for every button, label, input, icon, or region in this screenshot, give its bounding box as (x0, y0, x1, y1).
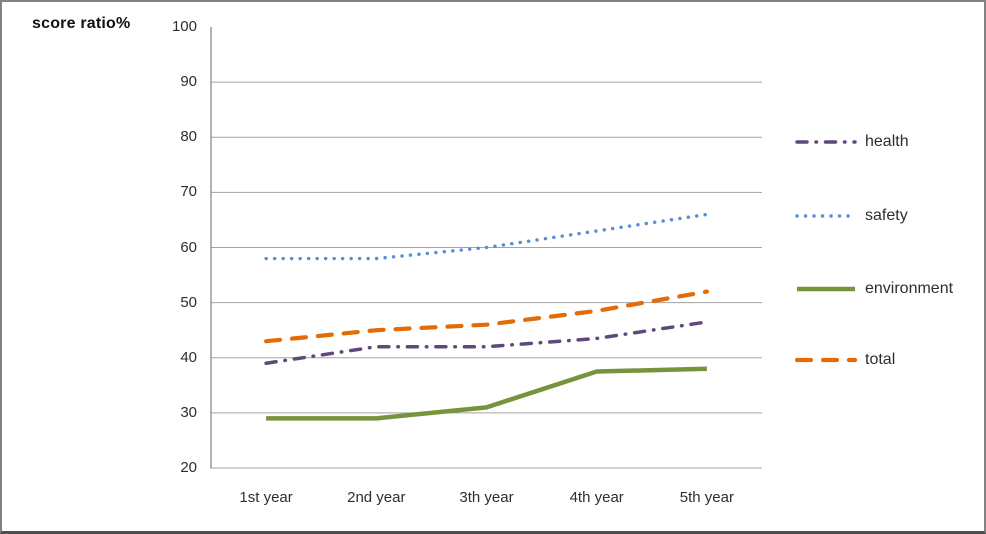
series-line-health (264, 320, 709, 366)
chart-title: score ratio% (32, 15, 131, 32)
x-tick-label-2: 2nd year (347, 489, 406, 506)
series-line-environment (266, 366, 707, 421)
y-tick-label-30: 30 (180, 403, 197, 421)
legend-line-sample-icon (795, 140, 857, 144)
x-tick-label-3: 3th year (459, 489, 514, 506)
series-line-total (264, 289, 710, 344)
legend-item-environment: environment (794, 278, 953, 300)
x-tick-label-1: 1st year (239, 489, 293, 506)
y-tick-label-40: 40 (180, 348, 197, 366)
legend-line-sample-icon (794, 357, 858, 363)
legend-line-sample-icon (797, 286, 855, 292)
y-tick-label-70: 70 (180, 183, 197, 201)
legend-line-sample-icon (795, 214, 857, 218)
legend-item-health: health (794, 131, 909, 153)
legend-item-total: total (794, 349, 895, 371)
y-tick-label-90: 90 (180, 73, 197, 91)
series-line-safety (264, 212, 709, 261)
legend-label-environment: environment (865, 280, 954, 297)
legend-label-total: total (865, 351, 896, 368)
legend-label-safety: safety (865, 207, 908, 224)
y-tick-label-100: 100 (171, 18, 197, 35)
x-tick-label-5: 5th year (679, 489, 734, 506)
x-tick-label-4: 4th year (569, 489, 624, 506)
y-tick-label-20: 20 (180, 459, 197, 476)
legend-label-health: health (865, 133, 909, 150)
y-tick-label-60: 60 (180, 238, 197, 256)
legend-item-safety: safety (794, 205, 908, 227)
y-tick-label-80: 80 (180, 128, 197, 146)
y-tick-label-50: 50 (180, 293, 197, 311)
